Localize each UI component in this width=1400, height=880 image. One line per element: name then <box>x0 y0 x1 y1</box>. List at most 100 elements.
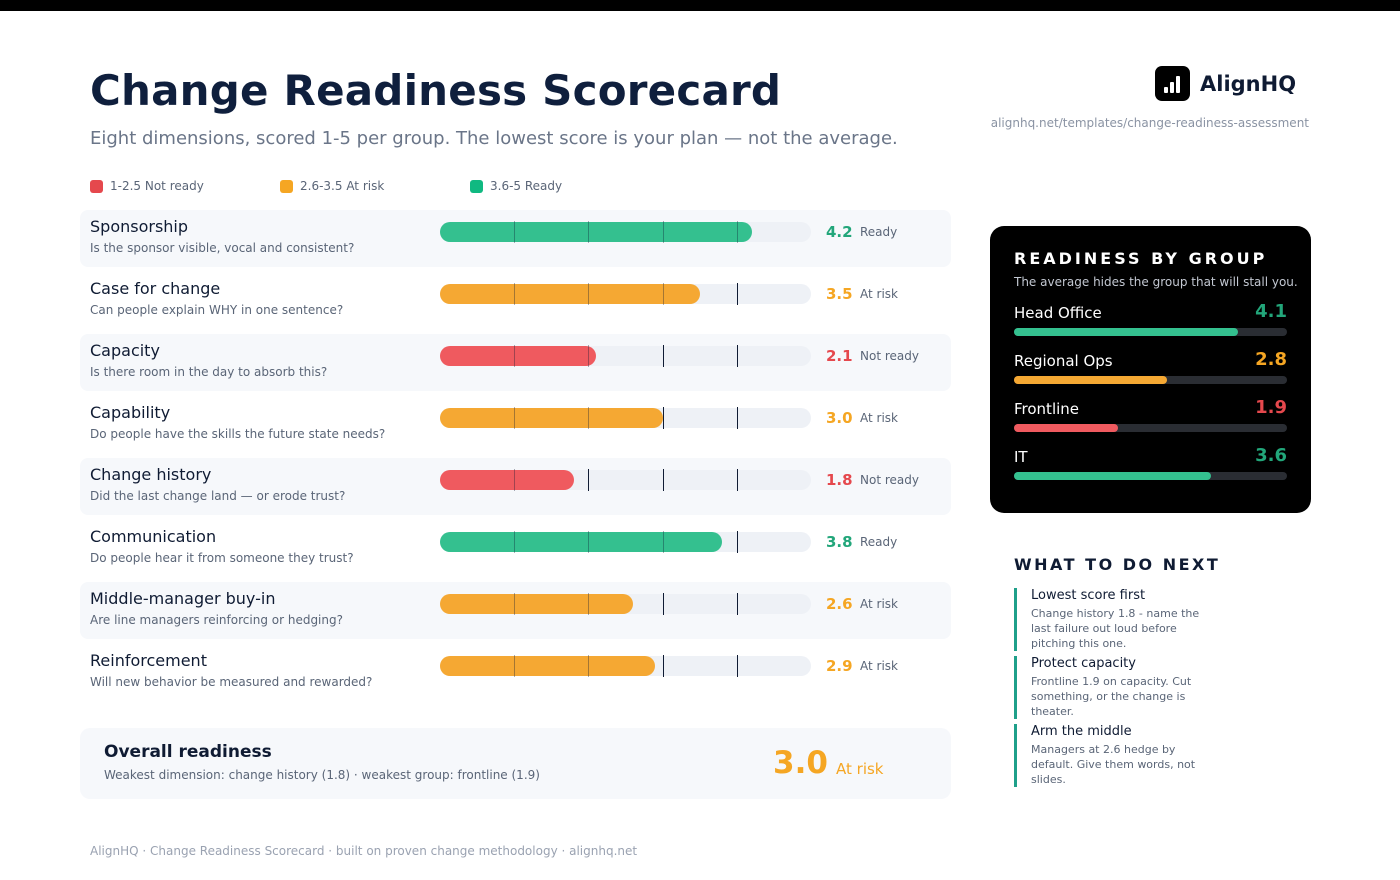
dimension-status: Not ready <box>860 473 919 487</box>
dimension-status: Not ready <box>860 349 919 363</box>
scale-tick <box>663 469 664 491</box>
group-name: Head Office <box>1014 304 1102 322</box>
score-bar <box>440 531 811 553</box>
dimension-name: Sponsorship <box>90 217 189 236</box>
score-bar-fill <box>440 222 752 242</box>
next-step-body: Change history 1.8 - name the last failu… <box>1031 607 1200 650</box>
scale-tick <box>588 593 589 615</box>
dimension-row: Middle-manager buy-in Are line managers r… <box>80 582 951 639</box>
scale-tick <box>588 283 589 305</box>
dimension-row: Communication Do people hear it from some… <box>80 520 951 577</box>
group-row: Frontline 1.9 <box>1014 397 1287 440</box>
next-step-heading: Lowest score first <box>1031 588 1146 603</box>
brand-name: AlignHQ <box>1200 71 1297 96</box>
dimension-question: Can people explain WHY in one sentence? <box>90 303 344 317</box>
scale-tick <box>737 221 738 243</box>
dimension-row: Reinforcement Will new behavior be measur… <box>80 644 951 701</box>
page-subtitle: Eight dimensions, scored 1-5 per group. … <box>90 128 898 149</box>
group-bar <box>1014 424 1287 432</box>
brand-url[interactable]: alignhq.net/templates/change-readiness-a… <box>990 116 1309 130</box>
scale-tick <box>514 407 515 429</box>
scale-tick <box>663 407 664 429</box>
scale-tick <box>737 593 738 615</box>
dimension-question: Is there room in the day to absorb this? <box>90 365 328 379</box>
next-step-heading: Protect capacity <box>1031 656 1136 671</box>
groups-subtitle: The average hides the group that will st… <box>1014 275 1298 289</box>
next-step-item: Lowest score first Change history 1.8 - … <box>1014 588 1214 651</box>
brand[interactable]: AlignHQ <box>1155 66 1296 101</box>
score-bar <box>440 593 811 615</box>
scale-tick <box>514 469 515 491</box>
overall-readiness-card: Overall readiness Weakest dimension: cha… <box>80 728 951 799</box>
dimension-name: Capability <box>90 403 171 422</box>
group-score: 3.6 <box>1255 445 1287 466</box>
dimension-row: Capability Do people have the skills the … <box>80 396 951 453</box>
scale-tick <box>588 221 589 243</box>
overall-summary: Weakest dimension: change history (1.8) … <box>104 768 540 782</box>
next-step-body: Frontline 1.9 on capacity. Cut something… <box>1031 675 1192 718</box>
readiness-by-group-panel: READINESS BY GROUP The average hides the… <box>990 226 1311 513</box>
overall-status: At risk <box>836 760 884 778</box>
dimension-name: Reinforcement <box>90 651 207 670</box>
dimension-question: Do people have the skills the future sta… <box>90 427 386 441</box>
score-bar-fill <box>440 346 596 366</box>
score-bar-fill <box>440 408 663 428</box>
legend-item-not-ready: 1-2.5 Not ready <box>90 179 204 193</box>
score-bar <box>440 469 811 491</box>
dimension-score: 3.5 <box>826 285 853 303</box>
legend-swatch <box>280 179 293 193</box>
dimension-status: Ready <box>860 535 898 549</box>
scale-tick <box>737 283 738 305</box>
dimension-score: 2.6 <box>826 595 853 613</box>
score-bar <box>440 655 811 677</box>
dimension-question: Do people hear it from someone they trus… <box>90 551 354 565</box>
group-score: 1.9 <box>1255 397 1287 418</box>
score-bar-fill <box>440 656 655 676</box>
legend-swatch <box>90 179 103 193</box>
score-bar <box>440 407 811 429</box>
scale-tick <box>663 655 664 677</box>
dimension-score: 3.0 <box>826 409 853 427</box>
scale-tick <box>514 221 515 243</box>
group-bar-fill <box>1014 376 1167 384</box>
scale-tick <box>663 345 664 367</box>
scale-tick <box>514 345 515 367</box>
scale-tick <box>514 531 515 553</box>
page-title: Change Readiness Scorecard <box>90 66 782 115</box>
score-bar <box>440 345 811 367</box>
top-bar <box>0 0 1400 11</box>
dimension-status: Ready <box>860 225 898 239</box>
group-bar-fill <box>1014 328 1238 336</box>
group-score: 2.8 <box>1255 349 1287 370</box>
dimension-status: At risk <box>860 597 898 611</box>
scale-tick <box>588 655 589 677</box>
dimension-score: 4.2 <box>826 223 853 241</box>
group-bar <box>1014 472 1287 480</box>
group-name: IT <box>1014 448 1028 466</box>
score-bar-fill <box>440 284 700 304</box>
scale-tick <box>663 221 664 243</box>
scale-tick <box>663 531 664 553</box>
legend-item-at-risk: 2.6-3.5 At risk <box>280 179 384 193</box>
group-row: Regional Ops 2.8 <box>1014 349 1287 392</box>
score-bar-fill <box>440 470 574 490</box>
group-bar <box>1014 328 1287 336</box>
next-step-body: Managers at 2.6 hedge by default. Give t… <box>1031 743 1196 786</box>
groups-title: READINESS BY GROUP <box>1014 249 1268 268</box>
dimension-question: Are line managers reinforcing or hedging… <box>90 613 343 627</box>
dimension-score: 3.8 <box>826 533 853 551</box>
next-step-heading: Arm the middle <box>1031 724 1132 739</box>
scale-tick <box>663 283 664 305</box>
dimension-question: Did the last change land — or erode trus… <box>90 489 346 503</box>
group-score: 4.1 <box>1255 301 1287 322</box>
scale-tick <box>588 407 589 429</box>
dimension-score: 2.9 <box>826 657 853 675</box>
scale-tick <box>737 407 738 429</box>
dimension-row: Capacity Is there room in the day to abso… <box>80 334 951 391</box>
dimension-score: 1.8 <box>826 471 853 489</box>
scale-tick <box>514 283 515 305</box>
scale-tick <box>588 345 589 367</box>
scale-tick <box>737 655 738 677</box>
group-row: IT 3.6 <box>1014 445 1287 488</box>
legend-swatch <box>470 179 483 193</box>
